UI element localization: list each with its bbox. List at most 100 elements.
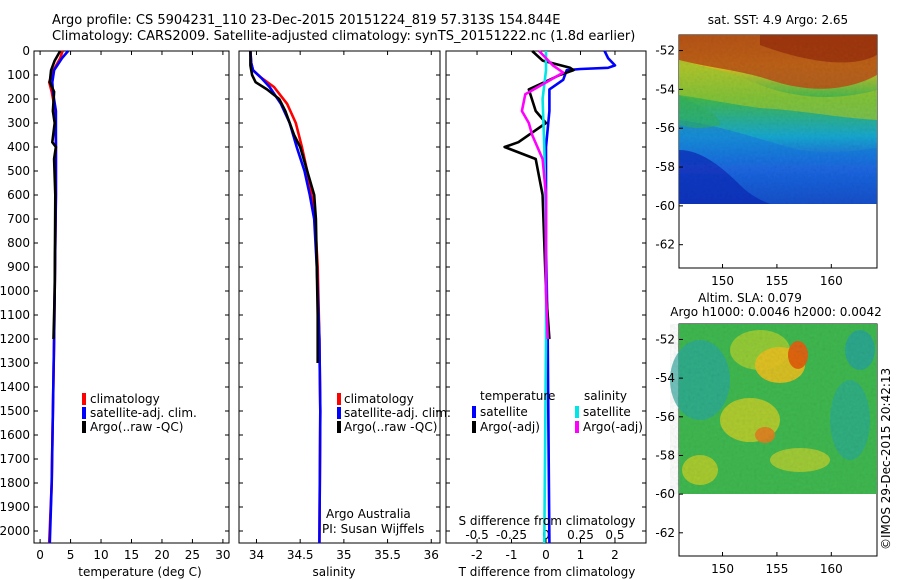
- map-y-tick-label: -62: [655, 238, 675, 252]
- depth-tick-label: 1700: [0, 452, 30, 466]
- depth-tick-label: 0: [22, 44, 30, 58]
- x-tick-label: 34: [249, 548, 264, 562]
- legend-header-salinity: salinity: [584, 389, 627, 403]
- legend-label-argo: Argo(..raw -QC): [90, 420, 183, 434]
- imos-watermark: ©IMOS 29-Dec-2015 20:42:13: [879, 368, 893, 550]
- legend-swatch-satellite: [337, 407, 341, 419]
- series-line-argo_salinity: [520, 50, 565, 340]
- depth-tick-label: 1400: [0, 380, 30, 394]
- legend-header-temperature: temperature: [480, 389, 555, 403]
- map-y-tick-label: -56: [655, 410, 675, 424]
- map-x-tick-label: 155: [765, 274, 788, 288]
- x-tick-label: 20: [154, 548, 169, 562]
- legend-label-sal-argo: Argo(-adj): [583, 420, 643, 434]
- x-tick-label: 2: [611, 548, 619, 562]
- temperature-panel: 0 5 10 15 20 25 30: [34, 50, 231, 562]
- temperature-panel-frame: [33, 50, 230, 544]
- legend-label-temp-argo: Argo(-adj): [480, 420, 540, 434]
- sla-map: -52 -54 -56 -58 -60 -62 150 155 160: [655, 323, 878, 576]
- series-line-sat_salinity: [541, 51, 548, 544]
- x-tick-label: 34.5: [287, 548, 314, 562]
- x-tick-label: 35: [336, 548, 351, 562]
- x-tick-label: 30: [215, 548, 230, 562]
- s-difference-axis-label: S difference from climatology: [459, 514, 636, 528]
- x-tick-label: 10: [93, 548, 108, 562]
- legend-swatch-sal-argo: [575, 421, 579, 433]
- legend-label-argo: Argo(..raw -QC): [344, 420, 437, 434]
- depth-tick-label: 2000: [0, 524, 30, 538]
- x-tick-label: 15: [124, 548, 139, 562]
- s-tick-label: -0.25: [496, 528, 527, 542]
- map-x-tick-label: 155: [765, 562, 788, 576]
- credit-line-1: Argo Australia: [326, 507, 411, 521]
- legend-swatch-climatology: [82, 393, 86, 405]
- t-difference-axis-label: T difference from climatology: [458, 565, 636, 579]
- sla-map-title-line1: Altim. SLA: 0.079: [698, 291, 802, 305]
- salinity-panel: 34 34.5 35 35.5 36: [239, 50, 440, 562]
- map-y-tick-label: -52: [655, 44, 675, 58]
- depth-tick-label: 300: [7, 116, 30, 130]
- depth-tick-label: 1300: [0, 356, 30, 370]
- map-y-tick-label: -60: [655, 487, 675, 501]
- depth-tick-label: 800: [7, 236, 30, 250]
- depth-tick-label: 1600: [0, 428, 30, 442]
- s-tick-label: 0: [542, 528, 550, 542]
- map-x-tick-label: 150: [711, 274, 734, 288]
- series-line-satellite: [48, 50, 70, 544]
- x-tick-label: 0: [542, 548, 550, 562]
- plot-title-line2: Climatology: CARS2009. Satellite-adjuste…: [52, 29, 636, 44]
- credit-line-2: PI: Susan Wijffels: [322, 522, 424, 536]
- depth-tick-label: 900: [7, 260, 30, 274]
- legend-swatch-temp-satellite: [472, 406, 476, 418]
- s-tick-label: -0.5: [465, 528, 488, 542]
- map-x-tick-label: 160: [820, 274, 843, 288]
- salinity-axis-label: salinity: [312, 565, 355, 579]
- depth-tick-label: 500: [7, 164, 30, 178]
- salinity-panel-frame: [238, 50, 441, 544]
- legend-label-climatology: climatology: [344, 392, 414, 406]
- depth-tick-label: 1900: [0, 500, 30, 514]
- x-tick-label: 1: [577, 548, 585, 562]
- legend-label-satellite: satellite-adj. clim.: [344, 406, 451, 420]
- depth-tick-label: 100: [7, 68, 30, 82]
- temperature-axis-label: temperature (deg C): [78, 565, 201, 579]
- difference-panel: -2 -1 0 1 2 -0.5 -0.25 0 0.25 0.5: [446, 50, 646, 562]
- depth-tick-label: 1000: [0, 284, 30, 298]
- x-tick-label: 0: [36, 548, 44, 562]
- map-y-tick-label: -52: [655, 332, 675, 346]
- s-tick-label: 0.25: [567, 528, 594, 542]
- legend-swatch-sal-satellite: [575, 406, 579, 418]
- legend-label-sal-satellite: satellite: [583, 405, 631, 419]
- temperature-legend: climatology satellite-adj. clim. Argo(..…: [82, 392, 197, 434]
- map-x-tick-label: 160: [820, 562, 843, 576]
- map-y-tick-label: -54: [655, 82, 675, 96]
- series-line-argo: [48, 50, 62, 340]
- depth-tick-label: 700: [7, 212, 30, 226]
- x-tick-label: -2: [471, 548, 483, 562]
- sst-field: [679, 35, 877, 204]
- map-y-tick-label: -62: [655, 526, 675, 540]
- x-tick-label: 5: [67, 548, 75, 562]
- x-tick-label: 25: [185, 548, 200, 562]
- map-y-tick-label: -58: [655, 448, 675, 462]
- sla-map-title-line2: Argo h1000: 0.0046 h2000: 0.0042: [670, 305, 882, 319]
- legend-swatch-climatology: [337, 393, 341, 405]
- s-tick-label: 0.5: [605, 528, 624, 542]
- depth-tick-label: 1800: [0, 476, 30, 490]
- x-tick-label: -1: [506, 548, 518, 562]
- legend-label-climatology: climatology: [90, 392, 160, 406]
- map-y-tick-label: -54: [655, 371, 675, 385]
- map-y-tick-label: -58: [655, 160, 675, 174]
- series-line-argo: [503, 50, 575, 340]
- series-line-argo: [249, 51, 320, 363]
- depth-tick-label: 600: [7, 188, 30, 202]
- depth-tick-label: 1100: [0, 308, 30, 322]
- map-x-tick-label: 150: [711, 562, 734, 576]
- legend-swatch-argo: [337, 421, 341, 433]
- legend-label-satellite: satellite-adj. clim.: [90, 406, 197, 420]
- depth-tick-label: 1200: [0, 332, 30, 346]
- depth-tick-label: 200: [7, 92, 30, 106]
- sst-map-title: sat. SST: 4.9 Argo: 2.65: [708, 13, 848, 27]
- difference-legend: temperature salinity satellite Argo(-adj…: [459, 389, 643, 528]
